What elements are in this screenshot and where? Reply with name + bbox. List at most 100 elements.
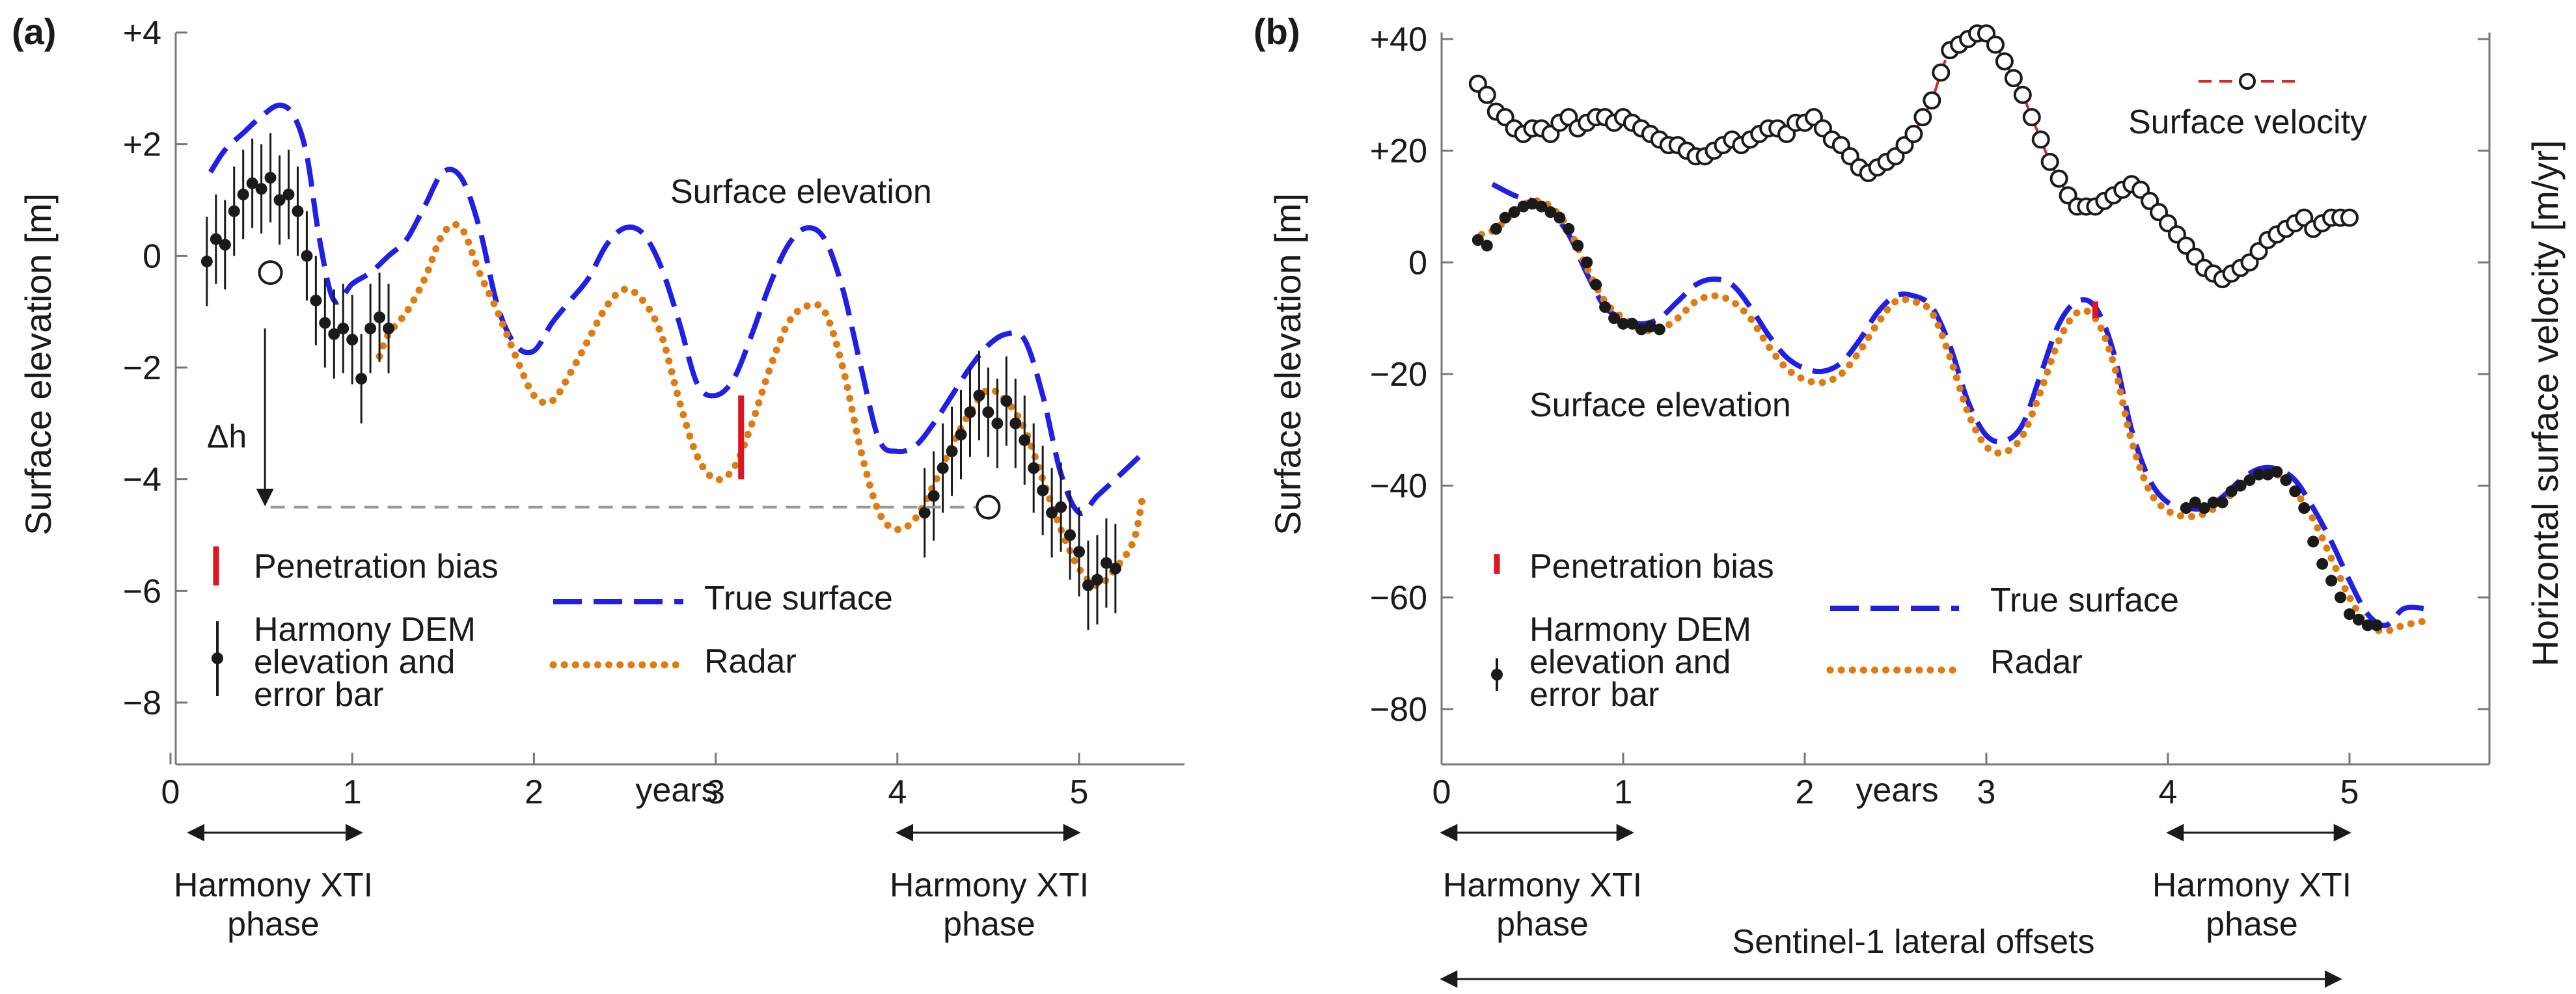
panel-a-true-surface-line [208,102,1141,516]
legend-b-harmony-dem-line-2: elevation and [1529,643,1731,681]
panel-b-surface-velocity-marker [2004,69,2023,88]
legend-harmony-dem-line-1: Harmony DEM [254,611,476,649]
panel-a-dem-point [1055,501,1067,513]
panel-a-dem-point [355,373,368,385]
legend-b-surface-velocity-label: Surface velocity [2128,103,2367,141]
legend-b-penetration-bias-label: Penetration bias [1529,548,1774,585]
panel-b-surface-velocity-marker [1923,91,1941,110]
legend-harmony-dem-line-2: elevation and [254,643,455,681]
panel-b-dem-point [1617,317,1629,330]
panel-b-phase-2-line-2: phase [2206,906,2298,943]
panel-b-dem-point [2289,485,2301,498]
panel-b-legend: Penetration bias Harmony DEM elevation a… [1491,73,2367,714]
panel-b-dem-point [2243,474,2256,487]
panel-b-surface-velocity-marker [1995,52,2014,71]
panel-b-surface-velocity-line [1477,31,2350,281]
panel-b-y-tick-label: −20 [1370,356,1427,394]
panel-b-dem-point [1581,256,1593,269]
panel-b-dem-point [1590,278,1602,291]
panel-b-label: (b) [1254,11,1300,52]
panel-b-dem-point [1508,206,1520,219]
panel-a-y-tick-label: −2 [123,349,161,387]
panel-b-dem-point [1635,323,1647,336]
panel-b-dem-point [1608,312,1621,325]
panel-a-dem-point [1009,417,1022,429]
panel-a-dem-point [946,445,958,457]
panel-b-surface-velocity-marker [2022,108,2041,127]
panel-b-dem-point [1535,200,1548,213]
panel-a-dem-point [1037,484,1049,496]
panel-a-dem-point [1109,563,1121,574]
panel-a-dem-point [200,255,213,267]
panel-b-surface-velocity-marker [1932,63,1951,82]
panel-a-dem-point [228,205,240,217]
panel-b-phase-2-line-1: Harmony XTI [2152,866,2351,904]
panel-a-dem-point [1019,434,1031,446]
panel-a-axes: +4 +2 0 −2 −4 −6 −8 0 1 2 3 4 5 [123,14,1185,842]
panel-b-dem-point [1653,323,1665,336]
panel-a-phases: Harmony XTI phase Harmony XTI phase [174,866,1089,943]
panel-a-dem-point [292,205,304,217]
panel-a-y-axis-label: Surface elevation [m] [18,193,59,535]
panel-a-dem-point [273,194,286,206]
panel-a-phase-2-line-1: Harmony XTI [890,866,1089,904]
panel-a-dem-point [982,406,994,418]
panel-b-dem-point [2216,496,2228,509]
panel-b-dem-point [2352,613,2364,626]
panel-b-y-tick-label: −80 [1370,691,1427,729]
panel-b-dem-point [2307,535,2320,548]
panel-a-dem-point [255,183,267,195]
panel-b-dem-point [2361,619,2374,632]
legend-b-harmony-dem-marker [1491,669,1503,680]
panel-b-dem-point [2370,619,2383,632]
panel-a-dem-point [337,322,349,334]
panel-a: (a) Surface elevation [m] years Surface … [12,11,1185,943]
panel-a-label: (a) [12,11,56,52]
panel-b-dem-point [2298,502,2310,514]
panel-a-dem-point [374,311,386,323]
legend-b-radar-label: Radar [1990,643,2083,681]
panel-a-dem-point [955,429,967,440]
legend-harmony-dem-marker [212,652,223,664]
legend-true-surface-label: True surface [704,580,893,617]
panel-b-surface-velocity-marker [1913,108,1932,127]
panel-a-radar-line [376,221,1147,589]
legend-radar-label: Radar [704,643,797,680]
panel-a-dem-point [927,490,940,502]
panel-a-dem-point [246,177,258,189]
panel-a-dem-point [282,188,295,200]
panel-b-dem-point [1517,200,1529,213]
panel-b-surface-velocity-marker [1477,85,1496,104]
panel-b-surface-velocity-marker [2013,85,2032,104]
panel-a-dem-point [1046,507,1058,519]
panel-b-dem-point [1490,222,1502,235]
panel-a-dem-point [1100,557,1112,569]
panel-a-dem-point [1028,462,1040,474]
panel-a-curve-label: Surface elevation [670,173,932,211]
panel-a-dem-point [937,462,949,474]
panel-a-dem-point [1091,574,1103,586]
panel-a-series [200,102,1147,630]
panel-a-phase-1-line-2: phase [227,906,320,943]
panel-b-dem-point [2325,574,2338,587]
panel-b-y-axis-label: Surface elevation [m] [1267,193,1308,535]
panel-b-dem-point [2225,485,2238,498]
panel-b-surface-velocity-marker [2040,152,2059,171]
panel-b-dem-point [2189,496,2201,509]
panel-a-dem-point [383,322,395,334]
legend-harmony-dem-line-3: error bar [254,676,383,714]
panel-a-dem-point [918,507,931,519]
panel-a-delta-h-circle-2 [976,494,1001,520]
panel-a-dem-point [346,334,359,346]
legend-penetration-bias-label: Penetration bias [254,548,499,585]
panel-b: (b) Surface elevation [m] Horizontal sur… [1254,11,2566,988]
panel-b-dem-point [2207,496,2219,509]
panel-b-dem-point [1554,211,1566,224]
panel-b-dem-point [1499,211,1511,224]
legend-b-harmony-dem-line-3: error bar [1529,676,1659,714]
panel-a-x-tick-label: 2 [525,773,543,811]
panel-a-dem-point [1082,579,1094,591]
panel-a-x-tick-label: 3 [706,773,725,811]
panel-b-x-tick-label: 3 [1977,773,1996,811]
